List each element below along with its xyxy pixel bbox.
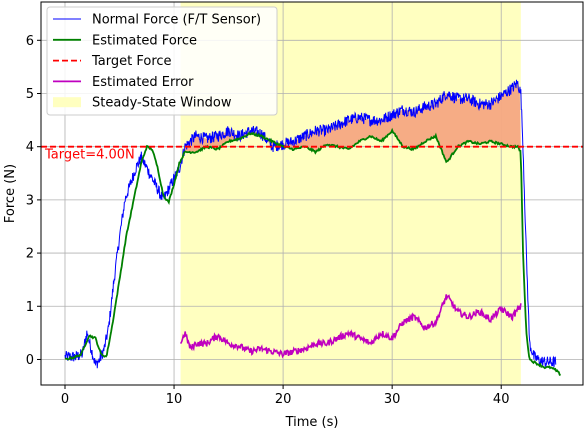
legend-entry-3: Estimated Error <box>53 75 194 90</box>
legend: Normal Force (F/T Sensor) Estimated Force… <box>46 6 278 116</box>
legend-label-2: Target Force <box>91 54 172 69</box>
legend-entry-1: Estimated Force <box>53 33 197 48</box>
legend-label-3: Estimated Error <box>92 75 194 90</box>
legend-entry-4: Steady-State Window <box>53 96 232 111</box>
y-tick-label-2: 2 <box>26 247 34 262</box>
series-estimated-error-line <box>179 294 522 359</box>
y-tick-label-4: 4 <box>26 140 34 155</box>
x-tick-label-0: 0 <box>61 392 69 407</box>
axes: 0 10 20 30 40 0 1 2 3 4 5 6 <box>26 1 584 407</box>
x-tick-label-2: 20 <box>275 392 292 407</box>
target-annotation: Target=4.00N <box>44 148 135 163</box>
series-estimated-force-line <box>64 127 561 377</box>
legend-box <box>46 6 278 116</box>
legend-label-4: Steady-State Window <box>92 96 232 111</box>
y-tick-label-0: 0 <box>26 353 34 368</box>
x-tick-label-1: 10 <box>166 392 183 407</box>
error-fill-area <box>180 82 521 164</box>
y-tick-label-6: 6 <box>26 34 34 49</box>
x-tick-label-3: 30 <box>384 392 401 407</box>
x-tick-label-4: 40 <box>493 392 510 407</box>
x-axis-label: Time (s) <box>285 415 339 430</box>
y-axis-label: Force (N) <box>3 164 18 223</box>
series-normal-force-line <box>64 79 557 369</box>
y-tick-label-5: 5 <box>26 87 34 102</box>
axes-frame <box>40 1 584 386</box>
legend-label-0: Normal Force (F/T Sensor) <box>92 13 261 28</box>
y-tick-label-3: 3 <box>26 193 34 208</box>
legend-label-1: Estimated Force <box>92 33 197 48</box>
legend-entry-0: Normal Force (F/T Sensor) <box>53 13 261 28</box>
legend-swatch-4 <box>53 97 81 108</box>
y-tick-label-1: 1 <box>26 300 34 315</box>
legend-entry-2: Target Force <box>53 54 172 69</box>
